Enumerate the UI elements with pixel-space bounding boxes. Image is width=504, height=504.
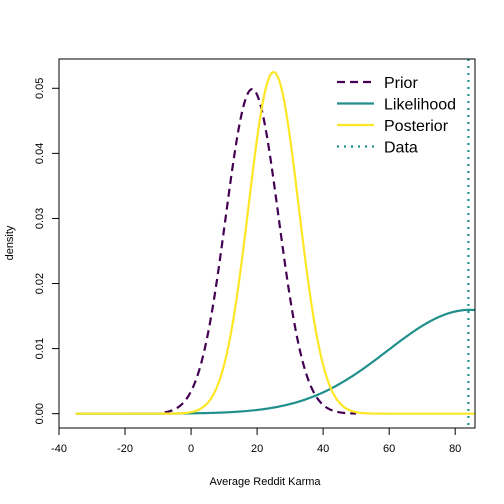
y-tick-label: 0.05 xyxy=(34,78,46,99)
x-tick-label: 60 xyxy=(383,443,395,455)
legend-label-prior: Prior xyxy=(384,75,418,92)
x-axis: -40 -20 0 20 40 60 80 xyxy=(51,428,461,455)
legend-label-data: Data xyxy=(384,140,418,157)
x-tick-label: 40 xyxy=(317,443,329,455)
legend-label-posterior: Posterior xyxy=(384,118,449,135)
prior-curve xyxy=(165,89,356,413)
y-tick-label: 0.03 xyxy=(34,208,46,229)
x-tick-label: -20 xyxy=(117,443,133,455)
legend-label-likelihood: Likelihood xyxy=(384,97,456,114)
y-axis-title: density xyxy=(4,225,16,260)
x-tick-label: -40 xyxy=(51,443,67,455)
y-tick-label: 0.01 xyxy=(34,338,46,359)
likelihood-curve xyxy=(76,310,475,414)
plot-frame xyxy=(59,59,475,428)
y-axis: 0.00 0.01 0.02 0.03 0.04 0.05 xyxy=(34,78,59,425)
x-tick-label: 80 xyxy=(449,443,461,455)
y-tick-label: 0.04 xyxy=(34,143,46,164)
x-axis-title: Average Reddit Karma xyxy=(209,476,321,488)
x-tick-label: 0 xyxy=(188,443,194,455)
y-tick-label: 0.02 xyxy=(34,273,46,294)
legend: Prior Likelihood Posterior Data xyxy=(337,75,456,157)
x-tick-label: 20 xyxy=(251,443,263,455)
y-tick-label: 0.00 xyxy=(34,403,46,424)
curves-layer xyxy=(76,59,475,428)
